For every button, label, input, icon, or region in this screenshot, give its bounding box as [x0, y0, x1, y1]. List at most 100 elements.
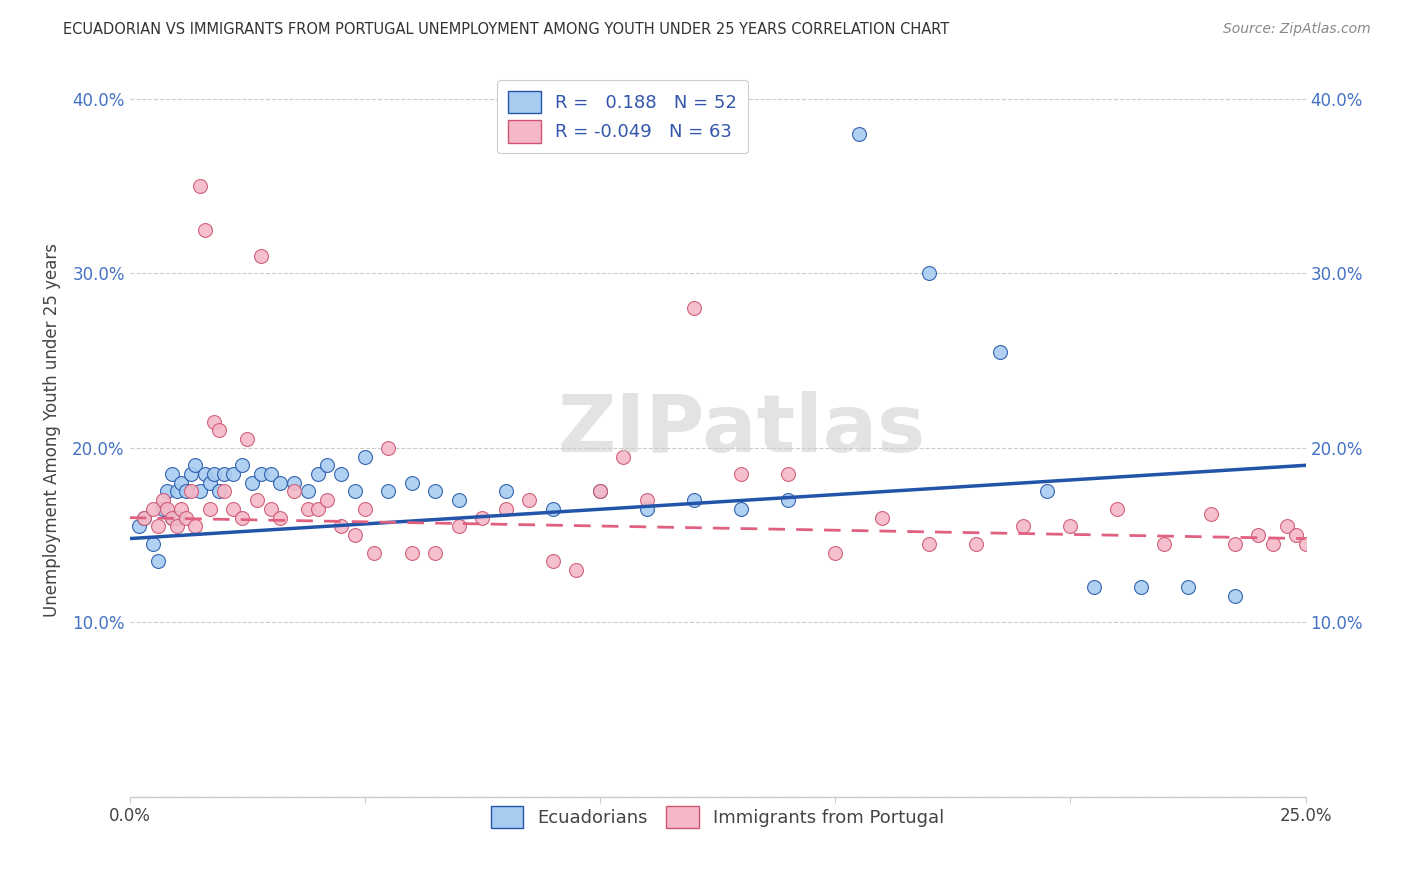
Point: [1083, 581, 1105, 595]
Point: [231, 458, 253, 473]
Point: [353, 502, 375, 516]
Point: [495, 502, 517, 516]
Point: [1036, 484, 1059, 499]
Point: [307, 502, 329, 516]
Point: [589, 484, 612, 499]
Point: [541, 554, 564, 568]
Point: [156, 502, 179, 516]
Point: [160, 467, 183, 481]
Point: [160, 510, 183, 524]
Point: [194, 467, 217, 481]
Point: [260, 467, 283, 481]
Point: [174, 484, 197, 499]
Point: [778, 493, 800, 508]
Point: [231, 510, 253, 524]
Point: [1201, 507, 1223, 521]
Point: [918, 537, 941, 551]
Point: [184, 458, 207, 473]
Point: [636, 502, 658, 516]
Point: [316, 493, 339, 508]
Point: [180, 484, 202, 499]
Point: [250, 249, 273, 263]
Point: [1303, 694, 1326, 708]
Text: Source: ZipAtlas.com: Source: ZipAtlas.com: [1223, 22, 1371, 37]
Point: [353, 450, 375, 464]
Text: ZIPatlas: ZIPatlas: [557, 392, 925, 469]
Point: [283, 484, 305, 499]
Point: [198, 502, 221, 516]
Point: [132, 510, 155, 524]
Point: [156, 484, 179, 499]
Point: [1223, 537, 1246, 551]
Point: [222, 502, 245, 516]
Point: [250, 467, 273, 481]
Point: [1012, 519, 1035, 533]
Point: [330, 519, 353, 533]
Point: [401, 475, 423, 490]
Point: [589, 484, 612, 499]
Point: [1059, 519, 1081, 533]
Point: [636, 493, 658, 508]
Point: [212, 484, 235, 499]
Point: [152, 502, 174, 516]
Point: [565, 563, 588, 577]
Point: [363, 545, 385, 559]
Point: [188, 484, 211, 499]
Point: [1295, 537, 1317, 551]
Point: [222, 467, 245, 481]
Point: [344, 484, 367, 499]
Point: [1153, 537, 1175, 551]
Point: [202, 467, 225, 481]
Point: [612, 450, 634, 464]
Point: [541, 502, 564, 516]
Point: [1261, 537, 1284, 551]
Point: [269, 475, 291, 490]
Point: [425, 545, 447, 559]
Point: [236, 432, 259, 446]
Point: [495, 484, 517, 499]
Point: [198, 475, 221, 490]
Point: [344, 528, 367, 542]
Point: [212, 467, 235, 481]
Point: [824, 545, 846, 559]
Point: [377, 484, 399, 499]
Point: [166, 484, 188, 499]
Point: [245, 493, 267, 508]
Point: [447, 493, 470, 508]
Point: [1285, 528, 1308, 542]
Point: [307, 467, 329, 481]
Legend: Ecuadorians, Immigrants from Portugal: Ecuadorians, Immigrants from Portugal: [484, 799, 952, 836]
Point: [730, 502, 752, 516]
Point: [260, 502, 283, 516]
Point: [683, 493, 706, 508]
Point: [988, 345, 1011, 359]
Point: [297, 484, 319, 499]
Point: [194, 223, 217, 237]
Point: [142, 537, 165, 551]
Point: [142, 502, 165, 516]
Point: [1129, 581, 1152, 595]
Point: [146, 554, 169, 568]
Point: [297, 502, 319, 516]
Point: [152, 493, 174, 508]
Point: [202, 415, 225, 429]
Point: [1223, 589, 1246, 603]
Point: [683, 301, 706, 316]
Point: [1177, 581, 1199, 595]
Point: [447, 519, 470, 533]
Point: [519, 493, 541, 508]
Point: [170, 502, 193, 516]
Point: [965, 537, 987, 551]
Point: [1247, 528, 1270, 542]
Point: [425, 484, 447, 499]
Point: [1275, 519, 1298, 533]
Point: [377, 441, 399, 455]
Point: [170, 475, 193, 490]
Point: [146, 519, 169, 533]
Point: [240, 475, 263, 490]
Point: [269, 510, 291, 524]
Point: [1107, 502, 1129, 516]
Point: [128, 519, 150, 533]
Point: [730, 467, 752, 481]
Point: [188, 179, 211, 194]
